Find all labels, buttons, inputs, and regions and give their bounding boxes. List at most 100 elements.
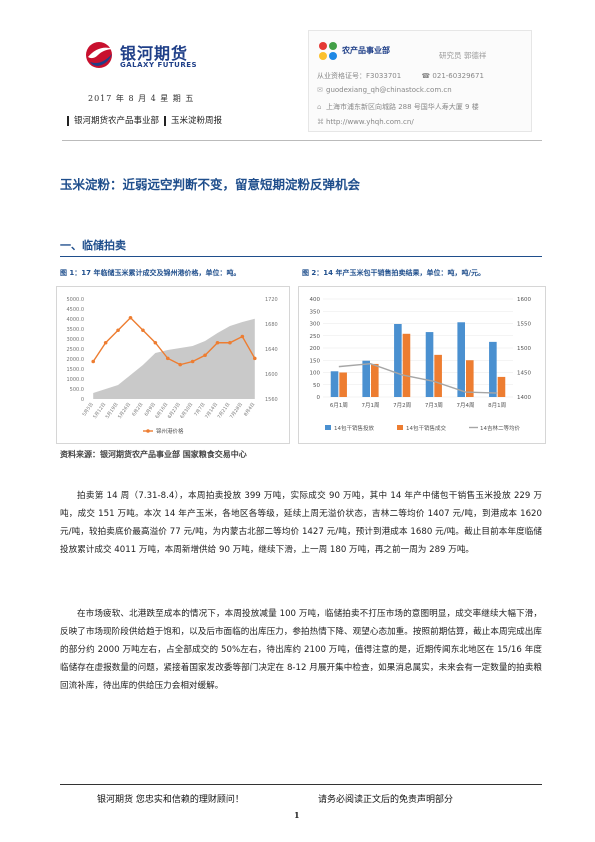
chart1-x-tick: 8月4日: [243, 402, 257, 418]
chart2-yright-tick: 1500: [517, 346, 531, 352]
chart2-x-tick: 7月4周: [457, 402, 475, 409]
phone-text: 021-60329671: [432, 72, 484, 80]
website-icon: ⌘: [317, 118, 324, 126]
chart1-yleft-tick: 2000.0: [67, 357, 85, 363]
chart1-line-point: [165, 356, 170, 361]
dept-name: 农产品事业部: [342, 46, 390, 55]
figure1-caption: 图 1：17 年临储玉米累计成交及锦州港价格，单位：吨。: [60, 269, 241, 277]
chart2-x-tick: 7月1周: [362, 402, 380, 409]
chart2-yright-tick: 1600: [517, 297, 531, 303]
header-divider: [62, 140, 542, 141]
chart1-yleft-tick: 3500.0: [67, 327, 85, 333]
chart2-bar-offered: [457, 322, 465, 397]
chart1-area-series: [93, 318, 255, 399]
chart2-yleft-tick: 400: [310, 297, 321, 303]
chart2-yleft-tick: 0: [317, 395, 321, 401]
chart1-line-point: [228, 340, 232, 345]
contact-box: 农产品事业部 研究员 郭德祥 从业资格证号：F3033701 ☎ 021-603…: [308, 30, 532, 132]
chart2-yleft-tick: 100: [310, 371, 321, 377]
website-link[interactable]: http://www.yhqh.com.cn/: [326, 118, 414, 126]
chart1-x-tick: 6月2日: [131, 402, 145, 418]
page-title: 玉米淀粉：近弱远空判断不变，留意短期淀粉反弹机会: [60, 177, 361, 192]
phone-icon: ☎: [421, 72, 431, 80]
chart2-legend-label: 14包干销售成交: [406, 424, 446, 432]
chart2-yleft-tick: 50: [313, 383, 320, 389]
chart2-bar-traded: [371, 363, 379, 397]
chart1-x-tick: 5月26日: [117, 402, 132, 420]
company-name-cn: 银河期货: [120, 44, 189, 63]
chart2-x-tick: 7月3周: [425, 402, 443, 409]
chart2-yleft-tick: 350: [310, 309, 321, 315]
source-note: 资料来源：银河期货农产品事业部 国家粮食交易中心: [60, 449, 247, 459]
footer-slogan: 银河期货 您忠实和信赖的理财顾问！: [97, 795, 244, 805]
chart1-yleft-tick: 5000.0: [67, 297, 85, 303]
address-row: ⌂ 上海市浦东新区向城路 288 号国华人寿大厦 9 楼: [317, 102, 479, 112]
dept-label: 银河期货农产品事业部: [74, 116, 160, 126]
chart2-legend-label: 14吉林二等均价: [480, 424, 520, 432]
chart1-line-point: [240, 334, 245, 339]
company-name-en: GALAXY FUTURES: [120, 61, 198, 69]
chart2-bar-offered: [330, 371, 339, 397]
chart1-x-tick: 6月9日: [143, 402, 157, 418]
chart1-yleft-tick: 1500.0: [67, 367, 85, 373]
license-row: 从业资格证号：F3033701 ☎ 021-60329671: [317, 71, 484, 81]
figure2-caption: 图 2：14 年产玉米包干销售拍卖结果，单位：吨，吨/元。: [302, 269, 486, 277]
chart1-line-point: [103, 340, 108, 345]
chart1-line-point: [153, 340, 158, 345]
license-text: 从业资格证号：F3033701: [317, 72, 402, 80]
chart2-bar-traded: [402, 333, 411, 397]
chart1-line-point: [203, 353, 207, 358]
report-date: 2017 年 8 月 4 星 期 五: [88, 94, 195, 103]
chart2-yright-tick: 1400: [517, 395, 531, 401]
chart2-bar-traded: [434, 354, 442, 397]
chart2-bar-offered: [394, 323, 402, 397]
chart1-line-point: [215, 340, 220, 345]
chart1-yright-tick: 1600: [265, 372, 278, 378]
chart1-box: 0 500.0 1000.0 1500.0 2000.0 2500.0 3000.0 3500…: [56, 286, 290, 444]
chart1-yleft-tick: 1000.0: [67, 377, 85, 383]
chart2-line-series: [338, 362, 498, 394]
footer-disclaimer: 请务必阅读正文后的免责声明部分: [318, 795, 454, 805]
chart2-bar-offered: [489, 341, 497, 397]
chart1-line-point: [252, 356, 257, 361]
chart2-legend-swatch: [325, 425, 331, 430]
chart2-x-tick: 7月2周: [393, 402, 411, 409]
chart1-line-point: [128, 315, 133, 320]
chart2-bar-traded: [497, 376, 506, 397]
section-title: 一、临储拍卖: [60, 239, 126, 252]
email-row: ✉ guodexiang_qh@chinastock.com.cn: [317, 86, 452, 94]
chart1-legend-marker: [146, 429, 150, 433]
chart1-x-tick: 6月30日: [179, 402, 194, 420]
footer-divider: [60, 784, 542, 785]
chart1-legend-label: 锦州港价格: [156, 427, 184, 435]
researcher: 研究员 郭德祥: [439, 51, 487, 60]
page-number: 1: [294, 810, 300, 820]
chart1-yleft-tick: 2500.0: [67, 347, 85, 353]
email-text[interactable]: guodexiang_qh@chinastock.com.cn: [326, 86, 452, 94]
chart2-yright-tick: 1550: [517, 322, 531, 328]
chart1-line-point: [141, 328, 145, 333]
chart2-bar-traded: [339, 372, 347, 397]
chart2-x-tick: 8月1周: [488, 402, 506, 409]
chart1-yleft-tick: 4500.0: [67, 307, 85, 313]
address-text: 上海市浦东新区向城路 288 号国华人寿大厦 9 楼: [326, 103, 479, 111]
chart1-x-tick: 7月28日: [229, 402, 244, 420]
chart2-bar-traded: [466, 360, 474, 397]
email-icon: ✉: [317, 86, 323, 94]
chart2-svg: 0 50 100 150 200 250 300 350 400 1400 1450 1500 1550…: [310, 297, 532, 432]
report-label: 玉米淀粉周报: [171, 116, 223, 126]
chart2-yleft-tick: 150: [310, 358, 321, 364]
chart2-legend-label: 14包干销售投放: [334, 424, 374, 432]
chart1-yleft-tick: 0: [81, 397, 84, 403]
chart1-line-point: [178, 362, 183, 367]
chart1-yleft-tick: 3000.0: [67, 337, 85, 343]
chart2-x-tick: 6月1周: [330, 402, 348, 409]
chart1-yright-tick: 1680: [265, 322, 278, 328]
chart2-bar-offered: [425, 332, 434, 397]
dept-logo-icon: [319, 42, 337, 60]
chart2-legend-swatch: [397, 425, 403, 430]
chart1-yleft-tick: 4000.0: [67, 317, 85, 323]
chart1-svg: 0 500.0 1000.0 1500.0 2000.0 2500.0 3000.0 3500…: [67, 297, 278, 435]
chart2-box: 0 50 100 150 200 250 300 350 400 1400 1450 1500 1550…: [298, 286, 546, 444]
paragraph-2: 在市场疲软、北港跌至成本的情况下，本周投放减量 100 万吨，临储拍卖不打压市场…: [60, 609, 542, 691]
